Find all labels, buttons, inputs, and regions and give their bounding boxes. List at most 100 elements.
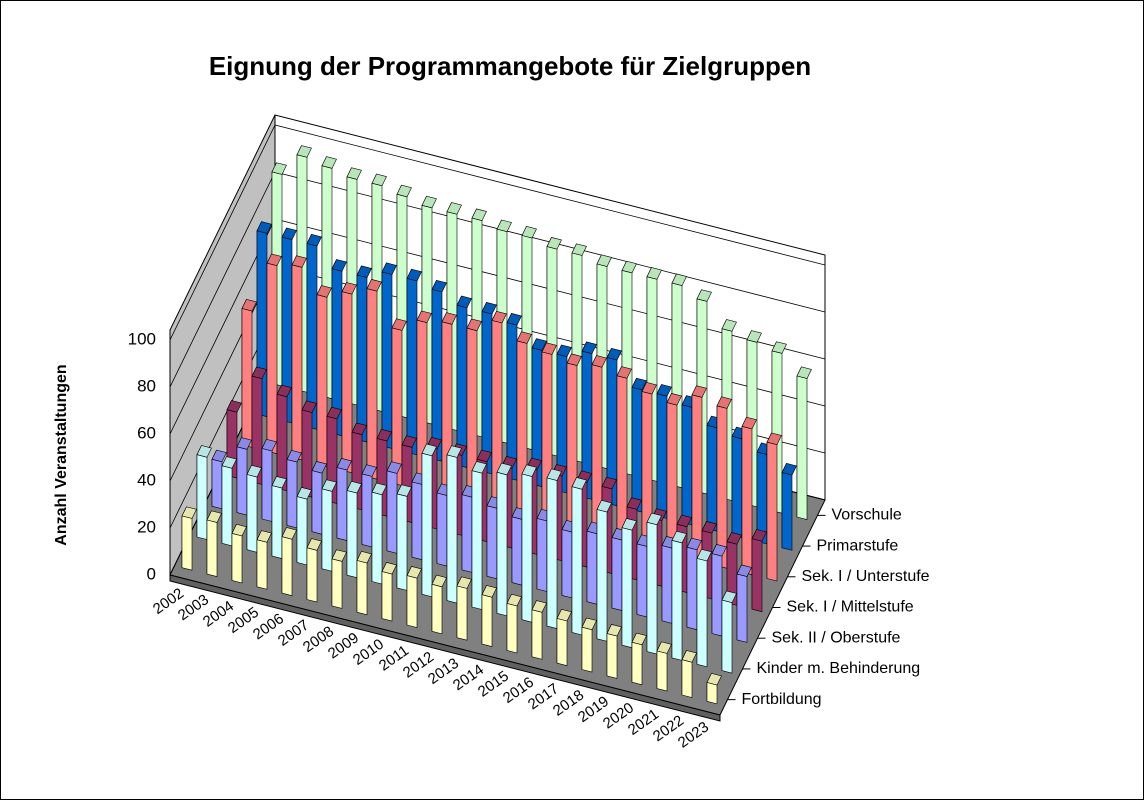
- bar-front: [231, 533, 243, 584]
- series-label: Sek. II / Oberstufe: [772, 629, 901, 646]
- bar-front: [556, 618, 568, 667]
- bar: [411, 472, 427, 561]
- bar-front: [706, 424, 718, 532]
- bar-front: [621, 527, 633, 649]
- bar: [251, 366, 267, 485]
- bar-front: [696, 558, 708, 668]
- bar-front: [646, 521, 658, 655]
- bar-front: [536, 518, 548, 592]
- bar: [681, 650, 697, 698]
- bar: [421, 443, 437, 598]
- bar: [616, 366, 632, 544]
- bar-front: [381, 271, 393, 449]
- bar: [581, 341, 597, 500]
- bar: [431, 279, 447, 462]
- bar: [531, 600, 547, 660]
- bar-front: [656, 393, 668, 519]
- bar: [391, 318, 407, 486]
- bar: [236, 437, 252, 516]
- bar: [341, 282, 357, 474]
- bar-front: [431, 289, 443, 462]
- bar-front: [366, 288, 378, 480]
- bar-front: [206, 519, 218, 577]
- bar: [406, 566, 422, 628]
- bar-front: [241, 308, 253, 448]
- bar-front: [221, 465, 233, 547]
- bar-front: [181, 515, 193, 571]
- bar: [211, 449, 227, 510]
- bar-front: [506, 322, 518, 481]
- grid-line: [169, 124, 826, 341]
- bar-front: [751, 538, 763, 613]
- bar-front: [706, 682, 718, 705]
- bar-front: [716, 405, 728, 569]
- bar-front: [431, 583, 443, 635]
- bar: [621, 518, 637, 649]
- bar-front: [276, 393, 288, 492]
- bar-front: [766, 441, 778, 582]
- bar-front: [581, 626, 593, 673]
- y-tick-label: 20: [137, 517, 156, 536]
- bar-front: [506, 603, 518, 654]
- bar: [716, 396, 732, 569]
- bar-front: [356, 560, 368, 616]
- bar: [196, 445, 212, 540]
- bar-front: [736, 573, 748, 643]
- bar: [591, 355, 607, 537]
- bar-front: [741, 426, 753, 576]
- bar-front: [306, 243, 318, 430]
- bar: [241, 298, 257, 448]
- bar-front: [256, 539, 268, 590]
- series-label: Sek. I / Mittelstufe: [787, 599, 914, 616]
- bar-front: [436, 492, 448, 567]
- bar: [721, 590, 737, 674]
- bar-front: [291, 264, 303, 461]
- bar: [556, 344, 572, 494]
- bar: [556, 608, 572, 667]
- bar: [306, 538, 322, 603]
- bar-front: [631, 641, 643, 686]
- bar: [256, 530, 272, 590]
- bar-front: [381, 571, 393, 622]
- bar: [291, 255, 307, 461]
- bar-front: [386, 470, 398, 554]
- bar-front: [656, 650, 668, 692]
- series-label: Kinder m. Behinderung: [757, 660, 921, 677]
- bar-front: [496, 471, 508, 617]
- bar: [456, 576, 472, 641]
- bar-front: [581, 350, 593, 500]
- bar-front: [331, 558, 343, 609]
- bar: [481, 302, 497, 475]
- bar: [631, 632, 647, 686]
- bar: [431, 574, 447, 635]
- series-label: Fortbildung: [742, 691, 822, 708]
- bar: [656, 641, 672, 692]
- bar-front: [321, 488, 333, 572]
- bar: [646, 512, 662, 655]
- bar: [271, 476, 287, 559]
- bar: [261, 438, 277, 522]
- bar: [331, 549, 347, 609]
- bar: [456, 295, 472, 468]
- bar: [331, 259, 347, 437]
- bar: [396, 484, 412, 591]
- bar-front: [306, 547, 318, 603]
- floor-edge: [169, 574, 721, 722]
- bar: [296, 487, 312, 566]
- bar-front: [301, 409, 313, 498]
- bar: [506, 593, 522, 654]
- bar-front: [596, 509, 608, 642]
- bar-front: [311, 470, 323, 535]
- bar-front: [296, 496, 308, 566]
- bar: [631, 377, 647, 513]
- bar-front: [456, 585, 468, 641]
- bar-front: [531, 609, 543, 660]
- bar: [751, 529, 767, 613]
- bar-front: [796, 375, 808, 520]
- bar: [276, 384, 292, 492]
- bar: [686, 537, 702, 631]
- bar-front: [251, 375, 263, 485]
- bar-front: [726, 541, 738, 606]
- bar-front: [261, 448, 273, 522]
